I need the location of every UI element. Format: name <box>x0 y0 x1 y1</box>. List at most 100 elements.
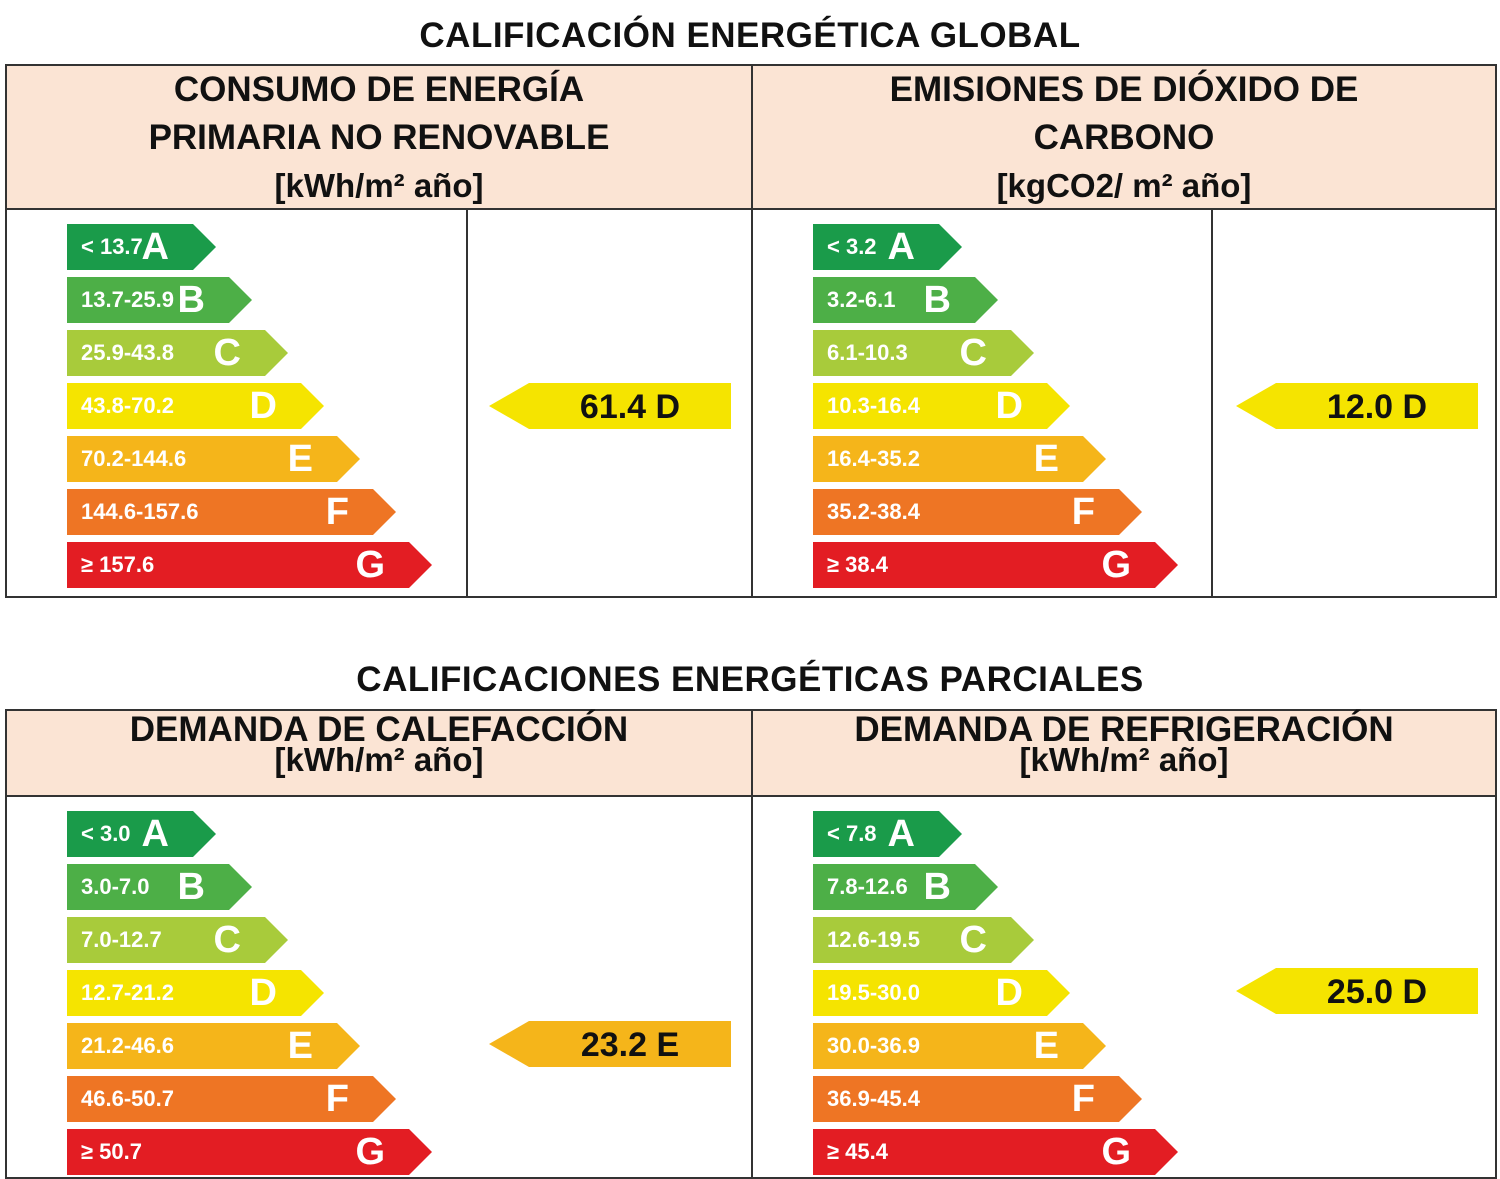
rating-range: 3.2-6.1 <box>827 287 896 312</box>
rating-range: 7.8-12.6 <box>827 874 908 899</box>
rating-bar-c: 12.6-19.5 C <box>813 917 1034 963</box>
panel-title-line: CONSUMO DE ENERGÍA <box>173 70 585 109</box>
rating-letter: C <box>213 919 241 961</box>
arrow-tip-shape <box>1083 436 1106 482</box>
rating-letter: G <box>355 544 385 586</box>
panel-header-cooling-demand: DEMANDA DE REFRIGERACIÓN [kWh/m² año] <box>751 711 1495 797</box>
rating-letter: C <box>959 919 987 961</box>
rating-letter: F <box>1071 1078 1095 1120</box>
rating-letter: G <box>355 1131 385 1173</box>
rating-range: ≥ 38.4 <box>827 552 889 577</box>
rating-bar-b: 3.2-6.1 B <box>813 277 998 323</box>
arrow-tip-shape <box>1155 542 1178 588</box>
indicator-arrow-shape <box>1236 383 1276 429</box>
rating-letter: G <box>1101 544 1131 586</box>
panel-title-line: PRIMARIA NO RENOVABLE <box>148 118 610 157</box>
rating-bar-a: < 3.0 A <box>67 811 216 857</box>
rating-letter: A <box>887 226 915 268</box>
rating-bar-c: 7.0-12.7 C <box>67 917 288 963</box>
rating-bar-e: 16.4-35.2 E <box>813 436 1106 482</box>
arrow-tip-shape <box>409 1129 432 1175</box>
rating-letter: B <box>177 279 205 321</box>
panel-divider <box>466 210 468 596</box>
panel-unit: [kWh/m² año] <box>274 741 484 778</box>
result-indicator: 25.0 D <box>1236 968 1478 1014</box>
arrow-tip-shape <box>301 383 324 429</box>
partial-ratings-title: CALIFICACIONES ENERGÉTICAS PARCIALES <box>356 660 1144 699</box>
rating-range: 10.3-16.4 <box>827 393 920 418</box>
rating-letter: A <box>141 226 169 268</box>
rating-range: 25.9-43.8 <box>81 340 174 365</box>
rating-range: 13.7-25.9 <box>81 287 174 312</box>
rating-bar-e: 21.2-46.6 E <box>67 1023 360 1069</box>
result-indicator: 61.4 D <box>489 383 731 429</box>
arrow-tip-shape <box>265 917 288 963</box>
rating-bar-e: 30.0-36.9 E <box>813 1023 1106 1069</box>
arrow-tip-shape <box>373 489 396 535</box>
panel-title-line: CARBONO <box>1033 118 1215 157</box>
rating-range: 7.0-12.7 <box>81 927 162 952</box>
rating-range: 43.8-70.2 <box>81 393 174 418</box>
indicator-arrow-shape <box>489 1021 529 1067</box>
rating-letter: F <box>325 1078 349 1120</box>
rating-bar-d: 10.3-16.4 D <box>813 383 1070 429</box>
arrow-tip-shape <box>1155 1129 1178 1175</box>
rating-letter: E <box>1033 438 1059 480</box>
rating-letter: E <box>287 1025 313 1067</box>
rating-bar-f: 46.6-50.7 F <box>67 1076 396 1122</box>
rating-bar-d: 19.5-30.0 D <box>813 970 1070 1016</box>
rating-bar-a: < 13.7 A <box>67 224 216 270</box>
rating-letter: D <box>249 385 277 427</box>
panel-body-co2-emissions: < 3.2 A 3.2-6.1 B 6.1-10.3 C 10.3-16.4 D 16.4-35… <box>751 210 1495 596</box>
rating-letter: B <box>923 866 951 908</box>
rating-range: 70.2-144.6 <box>81 446 187 471</box>
result-value: 12.0 D <box>1276 383 1478 429</box>
panel-title-line: DEMANDA DE REFRIGERACIÓN <box>854 710 1394 749</box>
rating-bar-f: 35.2-38.4 F <box>813 489 1142 535</box>
panel-unit: [kgCO2/ m² año] <box>996 167 1252 204</box>
rating-letter: F <box>1071 491 1095 533</box>
rating-range: < 13.7 <box>81 234 143 259</box>
global-rating-table: CONSUMO DE ENERGÍA PRIMARIA NO RENOVABLE… <box>5 64 1497 598</box>
arrow-tip-shape <box>1119 1076 1142 1122</box>
rating-bar-f: 36.9-45.4 F <box>813 1076 1142 1122</box>
rating-bar-b: 7.8-12.6 B <box>813 864 998 910</box>
rating-range: ≥ 50.7 <box>81 1139 143 1164</box>
rating-bar-b: 3.0-7.0 B <box>67 864 252 910</box>
arrow-tip-shape <box>373 1076 396 1122</box>
panel-header-co2-emissions: EMISIONES DE DIÓXIDO DE CARBONO [kgCO2/ … <box>751 66 1495 210</box>
arrow-tip-shape <box>1119 489 1142 535</box>
arrow-tip-shape <box>409 542 432 588</box>
arrow-tip-shape <box>1047 383 1070 429</box>
rating-bar-a: < 3.2 A <box>813 224 962 270</box>
rating-range: 16.4-35.2 <box>827 446 920 471</box>
rating-letter: E <box>1033 1025 1059 1067</box>
rating-range: 35.2-38.4 <box>827 499 920 524</box>
rating-bar-d: 12.7-21.2 D <box>67 970 324 1016</box>
rating-bar-a: < 7.8 A <box>813 811 962 857</box>
rating-letter: F <box>325 491 349 533</box>
arrow-tip-shape <box>229 277 252 323</box>
rating-letter: C <box>959 332 987 374</box>
rating-range: ≥ 157.6 <box>81 552 155 577</box>
rating-letter: E <box>287 438 313 480</box>
result-value: 61.4 D <box>529 383 731 429</box>
rating-letter: A <box>887 813 915 855</box>
result-indicator: 23.2 E <box>489 1021 731 1067</box>
rating-range: 12.6-19.5 <box>827 927 920 952</box>
rating-letter: G <box>1101 1131 1131 1173</box>
indicator-arrow-shape <box>1236 968 1276 1014</box>
arrow-tip-shape <box>193 811 216 857</box>
rating-bar-d: 43.8-70.2 D <box>67 383 324 429</box>
arrow-tip-shape <box>975 864 998 910</box>
rating-letter: B <box>923 279 951 321</box>
arrow-tip-shape <box>337 436 360 482</box>
rating-range: < 3.0 <box>81 821 131 846</box>
arrow-tip-shape <box>975 277 998 323</box>
rating-letter: D <box>249 972 277 1014</box>
result-indicator: 12.0 D <box>1236 383 1478 429</box>
partial-ratings-table: DEMANDA DE CALEFACCIÓN [kWh/m² año] DEMA… <box>5 709 1497 1179</box>
rating-letter: D <box>995 972 1023 1014</box>
panel-body-primary-energy: < 13.7 A 13.7-25.9 B 25.9-43.8 C 43.8-70.2 D 70.… <box>7 210 751 596</box>
panel-body-cooling-demand: < 7.8 A 7.8-12.6 B 12.6-19.5 C 19.5-30.0 D 30.0-… <box>751 797 1495 1177</box>
